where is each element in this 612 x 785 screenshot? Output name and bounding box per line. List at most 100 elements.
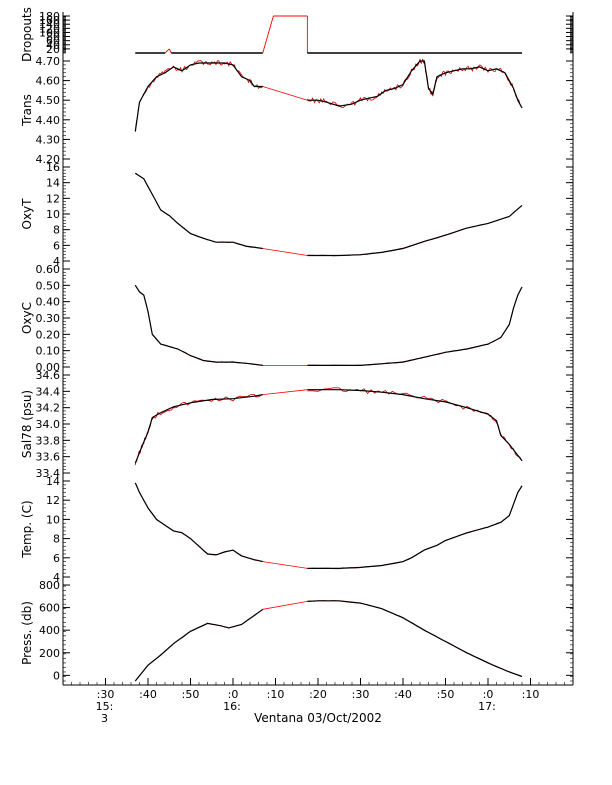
panel-press: 0 200 400 600 800 Press. (db) <box>20 579 574 686</box>
panel-oxyc: 0.00 0.10 0.20 0.30 0.40 0.50 0.60 OxyC <box>20 263 574 374</box>
y-tick-label-temp: 10 <box>46 513 60 526</box>
series-line-temp <box>134 482 263 563</box>
x-tick-label: :50 <box>182 688 200 701</box>
x-tick-label: :50 <box>437 688 455 701</box>
y-tick-label-sal78: 34.2 <box>36 402 61 415</box>
y-tick-label-sal78: 33.4 <box>36 467 61 480</box>
y-tick-label-press: 800 <box>39 579 60 592</box>
x-hour-label: 15: <box>96 700 114 713</box>
dropout-segment <box>164 48 170 54</box>
y-tick-label-oxyc: 0.60 <box>36 263 61 276</box>
y-tick-label-oxyt: 16 <box>46 161 60 174</box>
y-tick-label-temp: 14 <box>46 475 60 488</box>
gap-interpolation-sal78 <box>262 389 308 395</box>
y-tick-label-oxyc: 0.10 <box>36 345 61 358</box>
y-tick-label-dropouts: 120 <box>39 22 60 35</box>
x-tick-label: :30 <box>97 688 115 701</box>
x-hour-label: 17: <box>478 700 496 713</box>
y-tick-label-oxyt: 10 <box>46 208 60 221</box>
x-tick-label: :30 <box>352 688 370 701</box>
series-noise-temp <box>134 482 263 562</box>
gap-interpolation-oxyt <box>262 248 308 256</box>
gap-interpolation-temp <box>262 561 308 569</box>
y-tick-label-dropouts: 100 <box>39 26 60 39</box>
y-tick-label-oxyt: 4 <box>53 255 60 268</box>
series-line-trans <box>134 62 263 132</box>
series-noise-press <box>307 600 523 677</box>
y-axis-label-dropouts: Dropouts <box>20 7 34 62</box>
y-axis-label-temp: Temp. (C) <box>20 500 34 558</box>
series-line-press <box>307 600 523 678</box>
panel-trans: 4.20 4.30 4.40 4.50 4.60 4.70 Trans <box>20 55 574 166</box>
y-tick-label-oxyt: 12 <box>46 192 60 205</box>
series-noise-trans <box>134 60 264 132</box>
y-tick-label-temp: 12 <box>46 494 60 507</box>
y-axis-label-press: Press. (db) <box>20 601 34 665</box>
panel-temp: 4 6 8 10 12 14 Temp. (C) <box>20 475 574 584</box>
y-tick-label-dropouts: 60 <box>46 35 60 48</box>
y-tick-label-press: 600 <box>39 602 60 615</box>
y-tick-label-sal78: 33.6 <box>36 451 61 464</box>
y-tick-label-trans: 4.60 <box>36 75 61 88</box>
x-hour-label: 3 <box>101 712 108 725</box>
x-tick-label: :10 <box>522 688 540 701</box>
series-noise-oxyc <box>307 286 523 366</box>
dropout-segment <box>168 48 172 54</box>
y-tick-label-press: 400 <box>39 624 60 637</box>
series-noise-sal78 <box>307 387 523 461</box>
series-line-oxyc <box>307 286 523 366</box>
series-line-sal78 <box>307 389 523 462</box>
series-noise-oxyt <box>307 205 523 257</box>
y-tick-label-oxyc: 0.50 <box>36 279 61 292</box>
series-line-trans <box>307 60 523 109</box>
x-tick-label: :0 <box>228 688 239 701</box>
series-line-sal78 <box>134 394 263 464</box>
y-tick-label-sal78: 34.0 <box>36 418 61 431</box>
y-tick-label-sal78: 34.6 <box>36 369 61 382</box>
series-noise-sal78 <box>134 393 263 466</box>
y-tick-label-trans: 4.70 <box>36 55 61 68</box>
y-tick-label-temp: 8 <box>53 533 60 546</box>
y-tick-label-oxyc: 0.30 <box>36 312 61 325</box>
y-axis-label-trans: Trans <box>20 94 34 127</box>
x-tick-label: :40 <box>394 688 412 701</box>
y-axis-label-oxyt: OxyT <box>20 198 34 230</box>
dropout-segment <box>262 15 274 54</box>
y-tick-label-oxyc: 0.00 <box>36 361 61 374</box>
y-tick-label-temp: 6 <box>53 552 60 565</box>
y-tick-label-dropouts: 160 <box>39 14 60 27</box>
y-tick-label-oxyc: 0.40 <box>36 296 61 309</box>
series-line-oxyc <box>134 284 263 366</box>
y-axis-label-oxyc: OxyC <box>20 302 34 334</box>
panel-oxyt: 4 6 8 10 12 14 16 OxyT <box>20 161 574 268</box>
y-tick-label-dropouts: 40 <box>46 39 60 52</box>
y-tick-label-trans: 4.20 <box>36 153 61 166</box>
y-tick-label-sal78: 34.4 <box>36 385 61 398</box>
y-tick-label-oxyt: 14 <box>46 177 60 190</box>
y-tick-label-trans: 4.30 <box>36 133 61 146</box>
x-axis-label: Ventana 03/Oct/2002 <box>254 711 382 725</box>
y-tick-label-sal78: 33.8 <box>36 434 61 447</box>
gap-interpolation-press <box>262 601 308 610</box>
y-tick-label-oxyt: 8 <box>53 224 60 237</box>
time-axis: :30:40:50:0:10:20:30:40:50:0:10 15:3 16: 17… <box>62 678 574 725</box>
y-tick-label-press: 200 <box>39 647 60 660</box>
series-noise-oxyc <box>134 284 263 366</box>
x-hour-label: 16: <box>223 700 241 713</box>
y-axis-label-sal78: Sal78 (psu) <box>20 390 34 458</box>
x-tick-label: :10 <box>267 688 285 701</box>
x-tick-label: :0 <box>483 688 494 701</box>
series-line-temp <box>307 485 523 570</box>
y-tick-label-press: 0 <box>53 669 60 682</box>
y-tick-label-dropouts: 140 <box>39 18 60 31</box>
y-tick-label-dropouts: 20 <box>46 43 60 56</box>
y-tick-label-oxyc: 0.20 <box>36 328 61 341</box>
series-line-oxyt <box>134 172 263 250</box>
gap-interpolation-trans <box>262 86 308 101</box>
series-line-oxyt <box>307 204 523 257</box>
x-tick-label: :20 <box>309 688 327 701</box>
y-tick-label-dropouts: 180 <box>39 10 60 23</box>
